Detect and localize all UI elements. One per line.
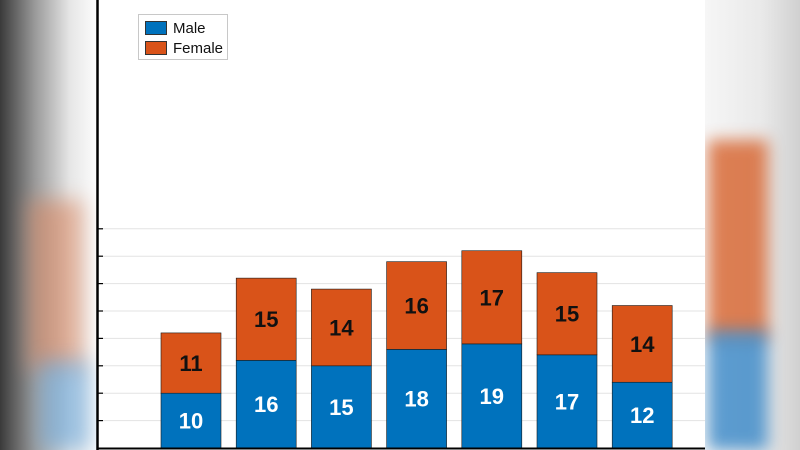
bar-male-7 — [611, 381, 673, 449]
data-label-female-5: 17 — [480, 285, 504, 310]
data-label-female-2: 15 — [254, 307, 278, 332]
data-label-male-3: 15 — [329, 395, 353, 420]
bar-female-4 — [386, 261, 447, 350]
data-label-male-5: 19 — [480, 384, 504, 409]
legend-swatch-male — [145, 21, 167, 35]
blurred-left-accent-blue — [40, 360, 90, 450]
data-labels: 10 11 16 15 15 14 18 16 19 17 17 15 12 14 — [179, 285, 655, 433]
data-label-male-2: 16 — [254, 392, 278, 417]
blurred-right-accent-blue — [708, 330, 768, 450]
data-label-female-4: 16 — [404, 294, 428, 319]
bar-female-5 — [461, 250, 523, 345]
data-label-female-6: 15 — [555, 302, 579, 327]
data-label-female-1: 11 — [179, 351, 202, 376]
bar-female-6 — [536, 272, 598, 356]
legend-swatch-female — [145, 41, 167, 55]
blurred-right-accent — [708, 140, 768, 340]
bar-male-4 — [386, 349, 447, 449]
bar-male-6 — [536, 354, 598, 449]
bar-female-3 — [311, 288, 372, 367]
bar-male-2 — [235, 360, 297, 449]
data-label-male-6: 17 — [555, 389, 579, 414]
legend: Male Female — [138, 14, 228, 60]
data-label-female-3: 14 — [329, 315, 354, 340]
bar-female-1 — [160, 332, 222, 394]
bars — [160, 250, 673, 449]
data-label-male-1: 10 — [179, 409, 203, 434]
legend-item-male: Male — [145, 19, 206, 37]
y-axis-ticks — [97, 228, 103, 422]
data-label-female-7: 14 — [630, 332, 655, 357]
data-label-male-7: 12 — [630, 403, 654, 428]
bar-male-5 — [461, 343, 523, 449]
bar-female-2 — [235, 277, 297, 361]
bar-male-1 — [160, 392, 222, 449]
legend-label-female: Female — [173, 39, 224, 57]
data-label-male-4: 18 — [404, 387, 428, 412]
legend-label-male: Male — [173, 19, 206, 37]
bar-female-7 — [611, 305, 673, 383]
legend-item-female: Female — [145, 39, 223, 57]
blurred-left-accent — [28, 200, 83, 370]
